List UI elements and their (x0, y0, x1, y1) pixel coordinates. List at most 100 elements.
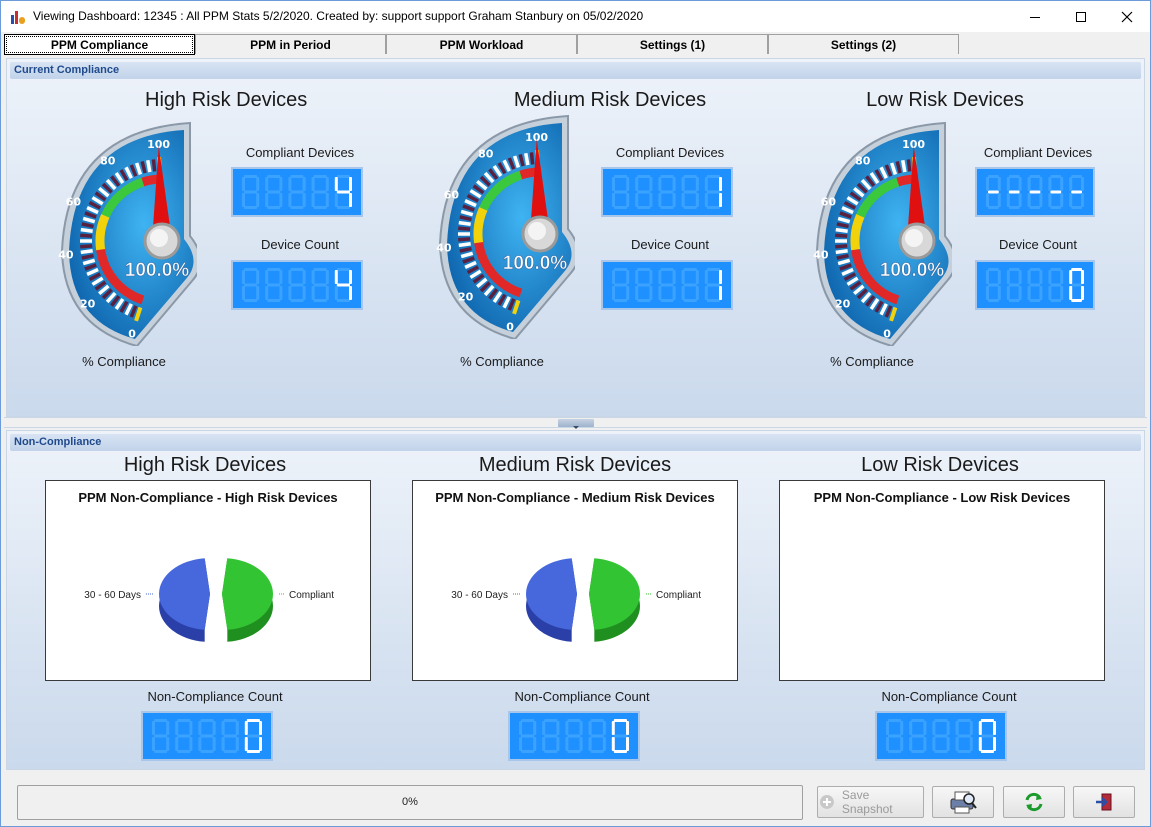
refresh-button[interactable] (1003, 786, 1065, 818)
lcd-segment (544, 719, 558, 722)
lcd-segment (1060, 286, 1064, 300)
lcd-segment (946, 737, 950, 751)
lcd-segment (1018, 286, 1022, 300)
gauge-tick (459, 246, 472, 253)
gauge-tick (869, 298, 880, 310)
gauge-tick (80, 249, 93, 255)
lcd-segment (955, 737, 959, 751)
lcd-segment (988, 299, 999, 302)
lcd-segment (279, 193, 283, 207)
lcd-segment (695, 177, 699, 191)
lcd-segment (626, 193, 630, 207)
lcd-segment (681, 270, 685, 284)
medium-risk-title: Medium Risk Devices (513, 89, 707, 111)
lcd-segment (256, 286, 260, 300)
lcd-segment (681, 193, 685, 207)
lcd-segment (177, 750, 191, 753)
lcd-segment (242, 177, 245, 191)
lcd-digits: 0 (152, 719, 262, 753)
gauge-tick (80, 244, 93, 249)
exit-button[interactable] (1073, 786, 1135, 818)
gauge-tick (839, 263, 852, 271)
lcd-segment (934, 719, 948, 722)
chevron-down-icon (573, 426, 579, 429)
lcd-segment (290, 175, 304, 178)
gauge-hub-highlight (905, 229, 923, 247)
lcd-segment (1039, 193, 1043, 207)
lcd-segment (1071, 206, 1082, 209)
gauge-tick (835, 249, 848, 255)
lcd-segment (336, 299, 350, 302)
gauge-end-mark (889, 306, 898, 322)
lcd-segment (911, 719, 925, 722)
lcd-segment (542, 721, 546, 735)
gauge-tick (837, 258, 851, 266)
lcd-segment (997, 286, 1001, 300)
tab-settings-1[interactable]: Settings (1) (577, 34, 768, 54)
gauge-tick (458, 237, 471, 242)
high-risk-compliant-display: 4 (231, 167, 363, 217)
gauge-tick (879, 166, 888, 179)
lcd-segment (267, 268, 281, 271)
lcd-segment (1048, 270, 1052, 284)
lcd-segment (672, 193, 676, 207)
save-snapshot-button[interactable]: Save Snapshot (817, 786, 924, 818)
lcd-segment (706, 175, 720, 178)
lcd-segment (626, 721, 629, 735)
lcd-segment (267, 299, 281, 302)
gauge-tick (84, 263, 97, 271)
gauge-tick (105, 291, 117, 304)
lcd-segment (259, 721, 262, 735)
medium-risk-gauge-caption: % Compliance (460, 354, 544, 369)
lcd-segment (957, 719, 971, 722)
gauge-tick (849, 280, 862, 291)
close-button[interactable] (1104, 1, 1150, 32)
lcd-segment (932, 721, 936, 735)
lcd-segment (658, 286, 662, 300)
lcd-segment (521, 734, 535, 738)
gauge-tick (459, 215, 472, 222)
lcd-segment (934, 734, 948, 738)
tab-settings-2[interactable]: Settings (2) (768, 34, 959, 54)
panel-splitter[interactable] (4, 417, 1147, 429)
lcd-segment (637, 206, 651, 209)
minimize-icon (1030, 16, 1040, 18)
gauge-band (473, 206, 488, 244)
lcd-segment (302, 286, 306, 300)
lcd-segment (256, 177, 260, 191)
minimize-button[interactable] (1012, 1, 1058, 32)
lcd-segment (334, 177, 338, 191)
tab-ppm-compliance[interactable]: PPM Compliance (4, 34, 195, 55)
gauge-needle (530, 139, 550, 235)
gauge-band (851, 248, 900, 305)
nc-low-risk-title: Low Risk Devices (861, 454, 1019, 476)
nc-low-risk-count-display: 0 (875, 711, 1007, 761)
gauge-tick (879, 303, 888, 316)
print-preview-button[interactable] (932, 786, 994, 818)
lcd-segment (934, 750, 948, 753)
gauge-band (101, 177, 145, 218)
lcd-segment (246, 734, 260, 738)
lcd-segment (265, 286, 269, 300)
lcd-segment (986, 177, 989, 191)
lcd-segment (244, 206, 258, 209)
lcd-segment (704, 177, 708, 191)
lcd-segment (1050, 190, 1062, 194)
maximize-button[interactable] (1058, 1, 1104, 32)
lcd-segment (242, 270, 245, 284)
gauge-tick (462, 256, 475, 264)
lcd-segment (198, 721, 202, 735)
lcd-segment (683, 190, 697, 194)
tab-ppm-workload[interactable]: PPM Workload (386, 34, 577, 54)
lcd-segment (223, 734, 237, 738)
lcd-segment (1027, 270, 1031, 284)
gauge-tick (469, 269, 482, 279)
medium-risk-count-display: 1 (601, 260, 733, 310)
tab-ppm-in-period[interactable]: PPM in Period (195, 34, 386, 54)
splitter-grip[interactable] (558, 419, 594, 429)
lcd-segment (154, 734, 168, 738)
lcd-segment (588, 721, 592, 735)
lcd-segment (637, 175, 651, 178)
pie-slice (158, 558, 210, 630)
lcd-segment (244, 737, 248, 751)
